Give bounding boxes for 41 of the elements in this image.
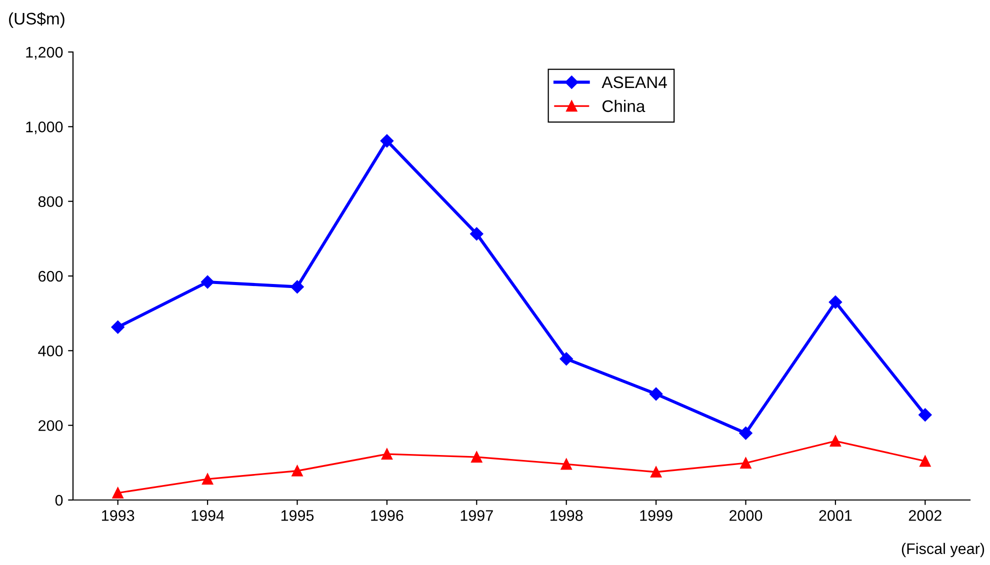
point [739,426,752,440]
x-tick-label: 1995 [281,510,314,521]
point [920,456,931,467]
point [918,408,932,422]
legend-label: ASEAN4 [602,76,667,88]
point [112,487,124,498]
y-tick-label: 1,200 [26,46,63,60]
legend-label: China [602,100,646,112]
point [740,457,752,469]
point [290,280,304,294]
point [650,466,662,478]
x-tick-label: 2000 [730,510,762,521]
point [200,275,214,289]
x-tick-label: 2002 [908,510,942,521]
y-tick-label: 200 [38,420,63,432]
point [292,465,303,476]
y-tick-label: 800 [38,196,63,208]
x-tick-label: 1993 [102,510,134,521]
x-tick-label: 2001 [819,510,852,521]
point [649,387,663,401]
point [111,320,124,334]
point [470,227,484,240]
y-tick-label: 1,000 [26,122,63,134]
x-axis-title: (Fiscal year) [902,542,984,558]
x-tick-label: 1999 [640,510,672,521]
y-tick-label: 600 [38,270,63,282]
x-tick-label: 1994 [192,510,224,521]
point [560,458,572,470]
y-axis-title: (US$m) [9,12,64,28]
x-tick-label: 1996 [371,510,404,521]
point [380,134,394,148]
y-tick-label: 400 [38,346,63,356]
point [828,296,842,309]
point [471,452,482,463]
x-tick-label: 1997 [460,510,493,521]
y-tick-label: 0 [55,494,63,506]
point [830,435,842,447]
x-tick-label: 1998 [550,510,583,521]
point [560,352,573,366]
point [381,448,393,460]
point [202,474,214,485]
